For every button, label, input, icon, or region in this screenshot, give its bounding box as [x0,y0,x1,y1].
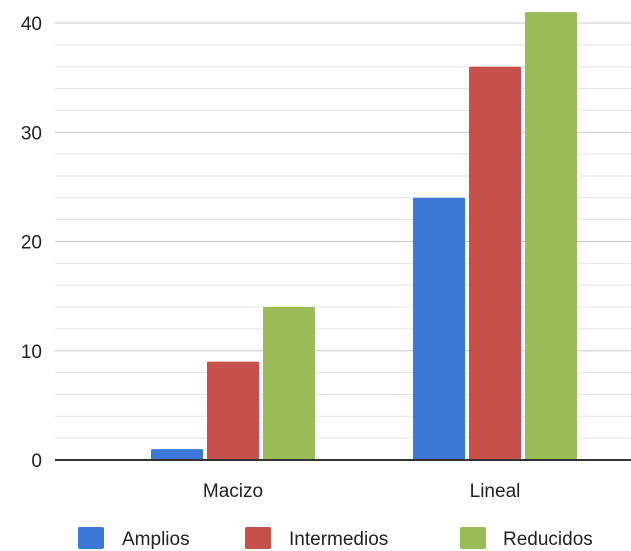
x-category-label: Macizo [203,481,263,502]
y-tick-label: 40 [21,14,42,35]
legend-swatch-intermedios [245,527,271,549]
y-tick-label: 0 [31,451,42,472]
legend-swatch-reducidos [460,527,486,549]
bar-intermedios-lineal [469,66,521,460]
axes: 0 10 20 30 40 Macizo Lineal [21,14,631,502]
legend-label-intermedios: Intermedios [289,529,388,550]
legend-label-reducidos: Reducidos [503,529,593,550]
legend: Amplios Intermedios Reducidos [78,527,593,550]
y-tick-label: 30 [21,123,42,144]
x-category-label: Lineal [470,481,521,502]
bar-reducidos-lineal [525,12,577,460]
bar-reducidos-macizo [263,307,315,460]
y-tick-label: 20 [21,233,42,254]
bar-amplios-macizo [151,449,203,460]
y-tick-label: 10 [21,342,42,363]
bars [151,12,577,461]
legend-label-amplios: Amplios [122,529,190,550]
legend-swatch-amplios [78,527,104,549]
bar-intermedios-macizo [207,361,259,460]
bar-amplios-lineal [413,197,465,461]
